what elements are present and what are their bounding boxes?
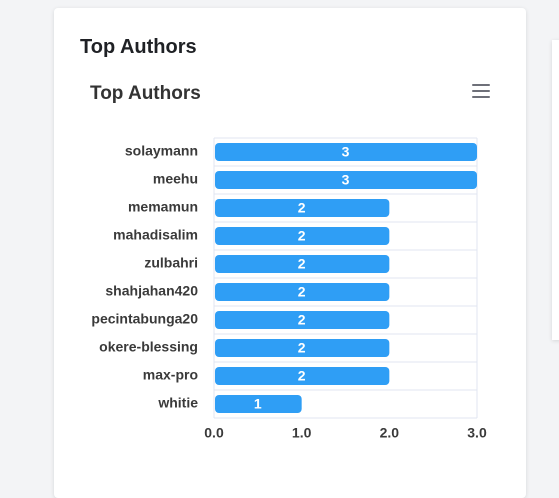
bar bbox=[215, 339, 390, 357]
card-title: Top Authors bbox=[80, 36, 197, 58]
data-label: 3 bbox=[342, 144, 350, 160]
data-label: 2 bbox=[298, 256, 306, 272]
data-label: 1 bbox=[254, 396, 262, 412]
bar bbox=[215, 143, 477, 161]
bar bbox=[215, 311, 390, 329]
category-label: zulbahri bbox=[144, 255, 198, 271]
bar bbox=[215, 171, 477, 189]
category-label: whitie bbox=[157, 395, 198, 411]
bar bbox=[215, 395, 302, 413]
x-tick-label: 1.0 bbox=[292, 425, 312, 441]
x-tick-label: 2.0 bbox=[380, 425, 400, 441]
category-label: meehu bbox=[153, 171, 198, 187]
category-label: memamun bbox=[128, 199, 198, 215]
data-label: 2 bbox=[298, 340, 306, 356]
category-label: mahadisalim bbox=[113, 227, 198, 243]
category-label: shahjahan420 bbox=[105, 283, 198, 299]
adjacent-card-edge bbox=[552, 40, 559, 340]
x-tick-label: 0.0 bbox=[204, 425, 224, 441]
bar bbox=[215, 367, 390, 385]
bar bbox=[215, 199, 390, 217]
data-label: 2 bbox=[298, 228, 306, 244]
bar bbox=[215, 283, 390, 301]
bar-chart: Top Authors solaymann 3 meehu 3 memamun 2 maha… bbox=[90, 83, 487, 441]
category-label: okere-blessing bbox=[99, 339, 198, 355]
bar bbox=[215, 227, 390, 245]
category-label: solaymann bbox=[125, 143, 198, 159]
data-label: 3 bbox=[342, 172, 350, 188]
data-label: 2 bbox=[298, 284, 306, 300]
data-label: 2 bbox=[298, 200, 306, 216]
bar bbox=[215, 255, 390, 273]
category-label: pecintabunga20 bbox=[91, 311, 198, 327]
category-label: max-pro bbox=[143, 367, 198, 383]
x-tick-label: 3.0 bbox=[467, 425, 487, 441]
chart-title: Top Authors bbox=[90, 83, 201, 104]
data-label: 2 bbox=[298, 368, 306, 384]
hamburger-menu-icon[interactable] bbox=[472, 84, 490, 98]
data-label: 2 bbox=[298, 312, 306, 328]
top-authors-card: Top Authors bbox=[54, 8, 526, 498]
